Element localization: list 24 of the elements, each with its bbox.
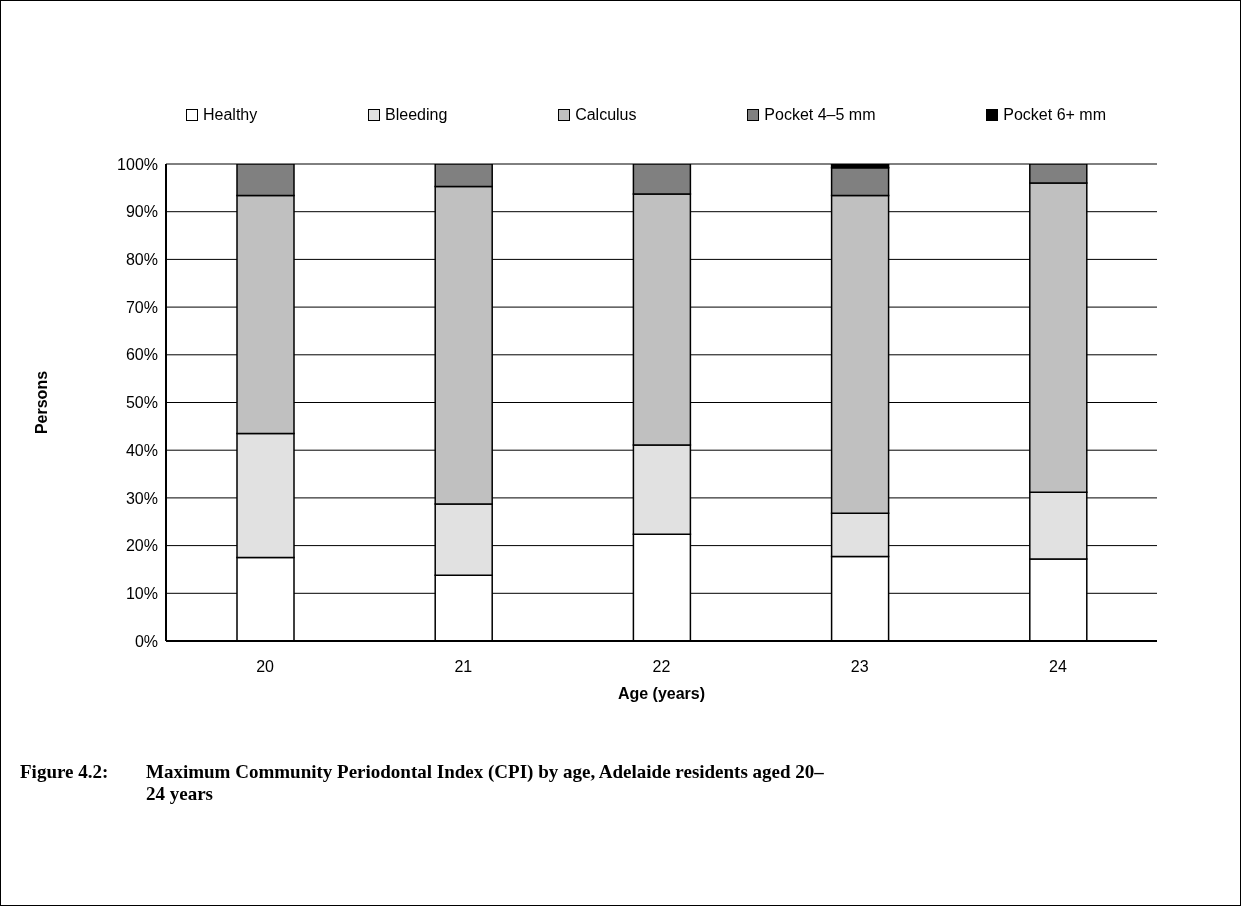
y-tick-label: 0% bbox=[134, 632, 158, 650]
y-tick-label: 10% bbox=[125, 584, 158, 602]
chart-title: Figure 4.2: Maximum Community Periodontal Index (CPI) by age, Adelaide residents aged 20–24 years bbox=[20, 761, 824, 804]
legend-label: Bleeding bbox=[385, 106, 448, 124]
y-tick-label: 30% bbox=[125, 489, 158, 507]
y-axis-title: Persons bbox=[32, 370, 50, 435]
y-tick-label: 50% bbox=[125, 394, 158, 412]
x-tick-label: 21 bbox=[454, 658, 473, 676]
x-tick-label: 24 bbox=[1049, 658, 1067, 676]
y-tick-label: 80% bbox=[125, 251, 158, 269]
x-tick-label: 22 bbox=[652, 658, 671, 676]
y-tick-label: 20% bbox=[125, 537, 158, 555]
y-tick-label: 40% bbox=[125, 441, 158, 459]
legend-label: Pocket 6+ mm bbox=[1003, 106, 1106, 124]
legend-label: Pocket 4–5 mm bbox=[764, 106, 876, 124]
x-tick-label: 20 bbox=[256, 658, 275, 676]
y-tick-label: 70% bbox=[125, 298, 158, 316]
y-tick-label: 90% bbox=[125, 203, 158, 221]
y-tick-label: 60% bbox=[125, 346, 158, 364]
x-tick-label: 23 bbox=[850, 658, 869, 676]
legend-label: Healthy bbox=[203, 106, 258, 124]
y-tick-label: 100% bbox=[117, 155, 158, 173]
x-axis-title: Age (years) bbox=[617, 685, 706, 702]
legend-label: Calculus bbox=[575, 106, 637, 124]
